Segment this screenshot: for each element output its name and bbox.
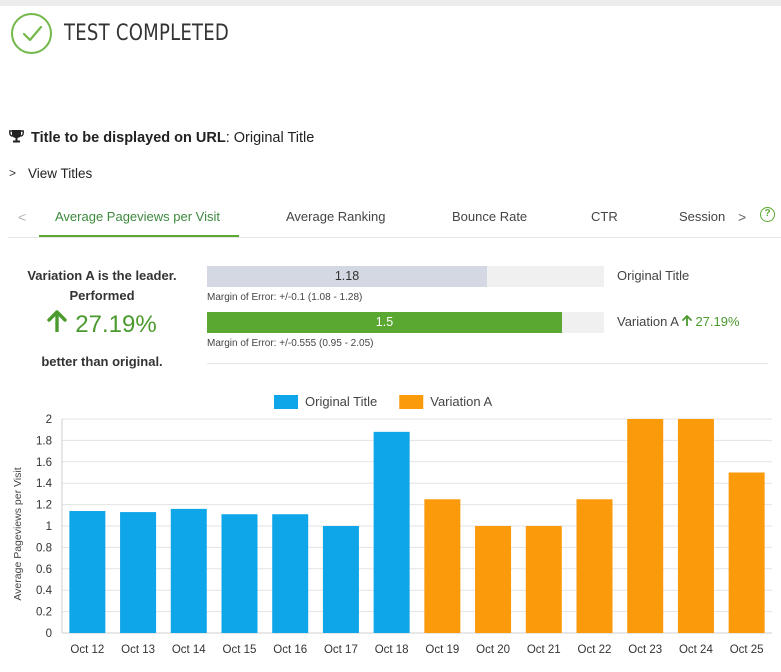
comparison-original-name: Original Title: [617, 268, 689, 283]
y-tick-label: 0.8: [36, 542, 52, 554]
chart-bar: [576, 499, 613, 633]
top-bar: [0, 0, 781, 6]
chart-bar: [120, 512, 157, 633]
check-circle-icon: [11, 12, 52, 54]
x-tick-label: Oct 22: [578, 644, 612, 656]
x-tick-label: Oct 15: [223, 644, 257, 656]
x-tick-label: Oct 12: [70, 644, 104, 656]
comparison-bar-value: 1.5: [375, 315, 394, 329]
y-tick-label: 1: [46, 521, 52, 533]
chart-bar: [475, 526, 512, 633]
x-tick-label: Oct 25: [730, 644, 764, 656]
x-tick-label: Oct 20: [476, 644, 510, 656]
view-titles-toggle[interactable]: > View Titles: [9, 163, 92, 183]
chart-bar: [69, 511, 106, 633]
comparison-bar-value: 1.18: [334, 269, 360, 283]
tab-ctr[interactable]: CTR: [591, 209, 618, 224]
comparison-variation-a: 1.5 Margin of Error: +/-0.555 (0.95 - 2.…: [207, 312, 604, 349]
arrow-up-icon: [681, 314, 692, 329]
comparison-percentage: 27.19%: [695, 314, 740, 329]
y-axis-label: Average Pageviews per Visit: [12, 467, 24, 600]
y-tick-label: 0: [46, 628, 52, 640]
x-tick-label: Oct 24: [679, 644, 713, 656]
chevron-left-icon[interactable]: <: [18, 209, 27, 225]
page-header: TEST COMPLETED: [11, 12, 265, 54]
x-tick-label: Oct 13: [121, 644, 155, 656]
tab-average-ranking[interactable]: Average Ranking: [286, 209, 386, 224]
x-tick-label: Oct 14: [172, 644, 206, 656]
help-icon[interactable]: ?: [760, 207, 775, 222]
comparison-original: 1.18 Margin of Error: +/-0.1 (1.08 - 1.2…: [207, 266, 604, 303]
y-tick-label: 0.4: [36, 585, 53, 597]
legend-entry: Variation A: [430, 394, 492, 409]
chart-bar: [170, 508, 207, 633]
chart-bar: [373, 431, 410, 633]
x-tick-label: Oct 19: [425, 644, 459, 656]
y-tick-label: 1.4: [36, 478, 53, 490]
y-tick-label: 2: [46, 414, 52, 426]
chart-bar: [728, 472, 765, 633]
divider: [207, 363, 768, 364]
view-titles-label: View Titles: [28, 165, 93, 181]
metric-tabs: < Average Pageviews per Visit Average Ra…: [8, 199, 781, 238]
leader-percentage-value: 27.19%: [75, 311, 157, 338]
leader-summary: Variation A is the leader. Performed 27.…: [12, 266, 192, 372]
margin-of-error: Margin of Error: +/-0.555 (0.95 - 2.05): [207, 338, 374, 349]
url-title-line: Title to be displayed on URL: Original T…: [9, 128, 314, 148]
y-tick-label: 1.8: [36, 435, 52, 447]
x-tick-label: Oct 17: [324, 644, 358, 656]
chart-bar: [424, 499, 461, 633]
chart-bar: [627, 419, 664, 633]
comparison-bar-track: 1.5: [207, 312, 604, 333]
comparison-name-label: Original Title: [617, 268, 690, 283]
url-title-label: Title to be displayed on URL: [31, 130, 226, 146]
active-tab-indicator: [39, 235, 239, 237]
pageviews-bar-chart: 0 0.2 0.4 0.6 0.8 1 1.2 1.4 1.6 1.8 2 Average Pagev…: [12, 394, 772, 656]
y-tick-label: 1.6: [36, 457, 52, 469]
x-tick-label: Oct 23: [628, 644, 662, 656]
chart-bar: [221, 514, 258, 633]
chart-bar: [272, 514, 309, 633]
leader-line-3: better than original.: [41, 354, 163, 369]
y-tick-label: 0.2: [36, 607, 52, 619]
legend-swatch: [399, 395, 424, 409]
x-tick-label: Oct 16: [273, 644, 307, 656]
tab-average-pageviews[interactable]: Average Pageviews per Visit: [55, 209, 221, 224]
comparison-bar-fill: [207, 312, 562, 333]
chart-bar: [322, 526, 359, 633]
url-title-value: Original Title: [233, 130, 315, 146]
legend-swatch: [274, 395, 298, 409]
leader-line-1: Variation A is the leader.: [27, 268, 177, 283]
arrow-up-icon: [47, 310, 67, 340]
comparison-bar-track: 1.18: [207, 266, 604, 287]
tab-session[interactable]: Session: [679, 209, 726, 224]
chart-bar: [677, 419, 714, 633]
comparison-name-label: Variation A: [617, 314, 679, 329]
trophy-icon: [9, 129, 24, 147]
page-title: TEST COMPLETED: [64, 20, 230, 46]
chevron-right-icon: >: [9, 166, 17, 180]
legend-entry: Original Title: [305, 394, 377, 409]
margin-of-error: Margin of Error: +/-0.1 (1.08 - 1.28): [207, 292, 363, 303]
comparison-bar-fill: [207, 266, 487, 287]
chevron-right-icon[interactable]: >: [738, 209, 747, 225]
tab-bounce-rate[interactable]: Bounce Rate: [452, 209, 528, 224]
x-tick-label: Oct 18: [375, 644, 409, 656]
chart-bar: [525, 526, 562, 633]
comparison-variation-name: Variation A 27.19%: [617, 314, 740, 329]
leader-line-2: Performed: [69, 288, 135, 303]
y-tick-label: 1.2: [36, 500, 52, 512]
x-tick-label: Oct 21: [527, 644, 561, 656]
y-tick-label: 0.6: [36, 564, 52, 576]
leader-percentage: 27.19%: [12, 310, 192, 340]
url-title-separator: :: [225, 130, 230, 146]
